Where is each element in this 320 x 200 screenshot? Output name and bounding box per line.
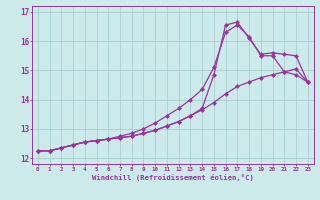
X-axis label: Windchill (Refroidissement éolien,°C): Windchill (Refroidissement éolien,°C) (92, 174, 254, 181)
